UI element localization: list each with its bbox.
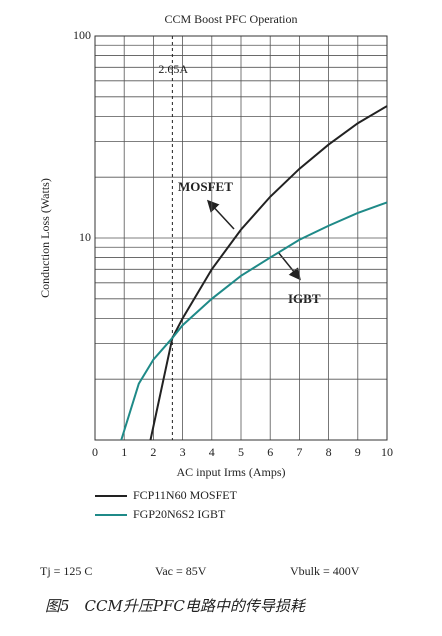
legend-label: FCP11N60 MOSFET — [133, 488, 238, 502]
y-tick-label: 10 — [79, 230, 91, 244]
x-tick-label: 9 — [355, 445, 361, 459]
x-tick-label: 0 — [92, 445, 98, 459]
legend-label: FGP20N6S2 IGBT — [133, 507, 226, 521]
x-tick-label: 6 — [267, 445, 273, 459]
series-line — [120, 201, 388, 441]
x-tick-label: 5 — [238, 445, 244, 459]
note: Vac = 85V — [155, 564, 207, 578]
x-tick-label: 3 — [180, 445, 186, 459]
annotation: MOSFET — [178, 179, 233, 194]
arrow — [277, 251, 301, 281]
x-tick-label: 2 — [150, 445, 156, 459]
x-axis-label: AC input Irms (Amps) — [177, 465, 286, 479]
y-tick-label: 100 — [73, 28, 91, 42]
note: Vbulk = 400V — [290, 564, 360, 578]
series-line — [149, 105, 388, 441]
x-tick-label: 1 — [121, 445, 127, 459]
reference-label: 2.65A — [158, 62, 188, 76]
x-tick-label: 4 — [209, 445, 215, 459]
caption: 图5 CCM升压PFC电路中的传导损耗 — [45, 597, 307, 615]
x-tick-label: 7 — [296, 445, 302, 459]
chart-title: CCM Boost PFC Operation — [164, 12, 297, 26]
note: Tj = 125 C — [40, 564, 92, 578]
x-tick-label: 10 — [381, 445, 393, 459]
arrow — [206, 199, 235, 230]
y-axis-label: Conduction Loss (Watts) — [38, 178, 52, 298]
x-tick-label: 8 — [326, 445, 332, 459]
plot-frame — [94, 35, 388, 441]
